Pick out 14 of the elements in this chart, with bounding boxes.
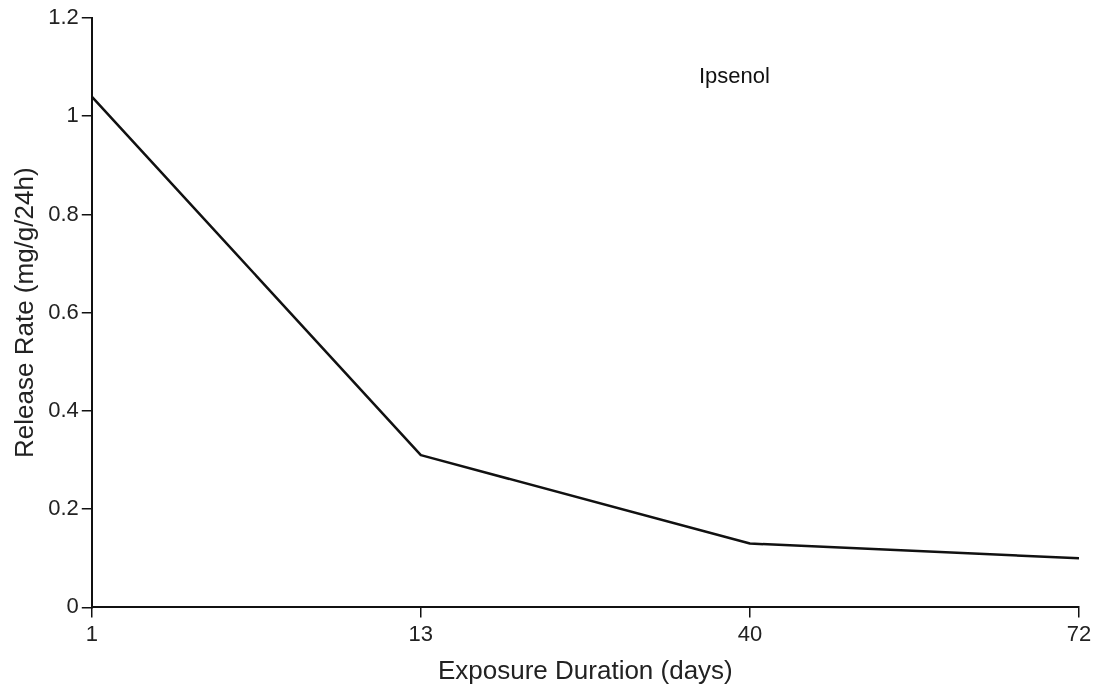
- y-tick-label: 0.8: [48, 200, 79, 226]
- y-tick-label: 0.4: [48, 397, 79, 422]
- y-tick-label: 1: [66, 102, 79, 128]
- y-tick-label: 0: [66, 593, 79, 619]
- annotation: Ipsenol: [698, 63, 770, 88]
- y-tick-label: 1.2: [48, 4, 79, 30]
- x-tick-label: 72: [1066, 620, 1092, 646]
- x-tick-label: 1: [85, 620, 98, 646]
- x-axis-title: Exposure Duration (days): [437, 654, 733, 685]
- y-tick-label: 0.6: [48, 298, 79, 324]
- x-tick-label: 13: [408, 620, 434, 646]
- x-tick-label: 40: [737, 620, 763, 646]
- y-tick-label: 0.2: [48, 495, 79, 521]
- y-axis-title: Release Rate (mg/g/24h): [8, 167, 39, 458]
